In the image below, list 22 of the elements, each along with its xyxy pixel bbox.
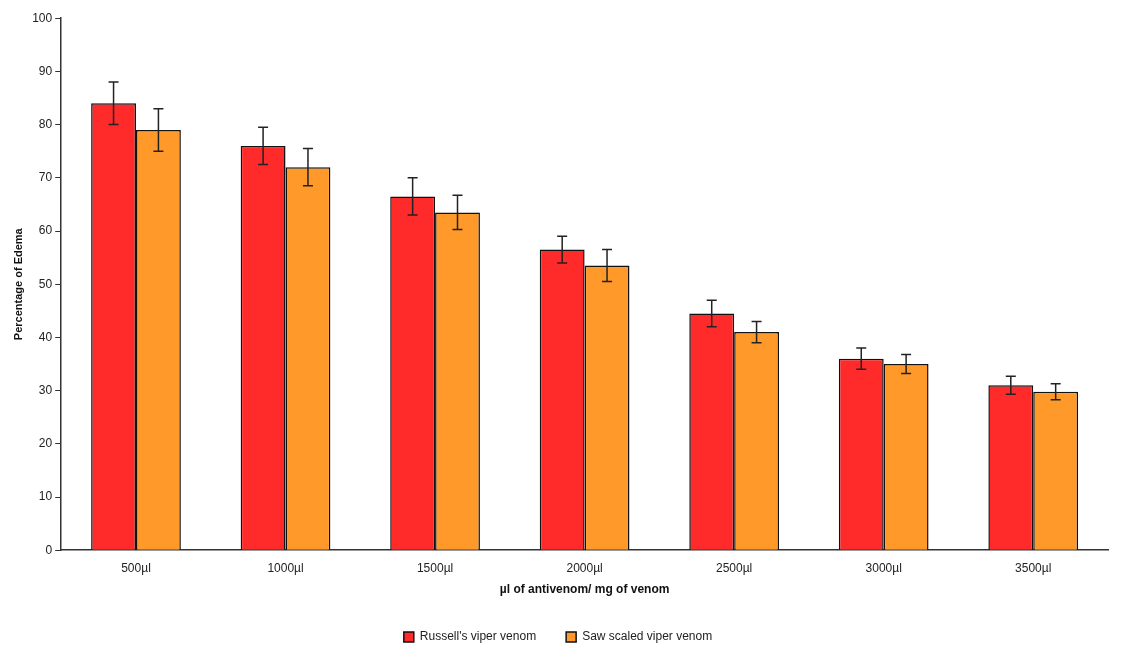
y-tick-label: 0 (45, 542, 53, 557)
x-tick-label: 500µl (121, 560, 151, 575)
y-tick-label: 60 (38, 223, 53, 238)
y-tick-label: 20 (38, 436, 53, 451)
legend-label: Saw scaled viper venom (582, 629, 713, 644)
x-axis-title: µl of antivenom/ mg of venom (499, 582, 670, 597)
y-axis-title: Percentage of Edema (11, 227, 24, 341)
x-tick-label: 3500µl (1015, 560, 1052, 575)
y-tick-label: 10 (38, 489, 53, 504)
x-tick-label: 3000µl (865, 560, 902, 575)
x-tick-label: 1500µl (416, 560, 454, 575)
x-tick-label: 1000µl (267, 560, 304, 575)
y-tick-label: 40 (38, 329, 53, 344)
y-tick-label: 100 (32, 10, 53, 25)
y-tick-label: 90 (38, 63, 53, 78)
y-tick-label: 50 (38, 276, 53, 291)
y-tick-label: 80 (38, 116, 53, 131)
y-tick-label: 30 (38, 382, 53, 397)
x-tick-label: 2000µl (566, 560, 603, 575)
x-tick-label: 2500µl (716, 560, 753, 575)
legend-label: Russell's viper venom (419, 629, 537, 644)
y-tick-label: 70 (38, 170, 53, 185)
